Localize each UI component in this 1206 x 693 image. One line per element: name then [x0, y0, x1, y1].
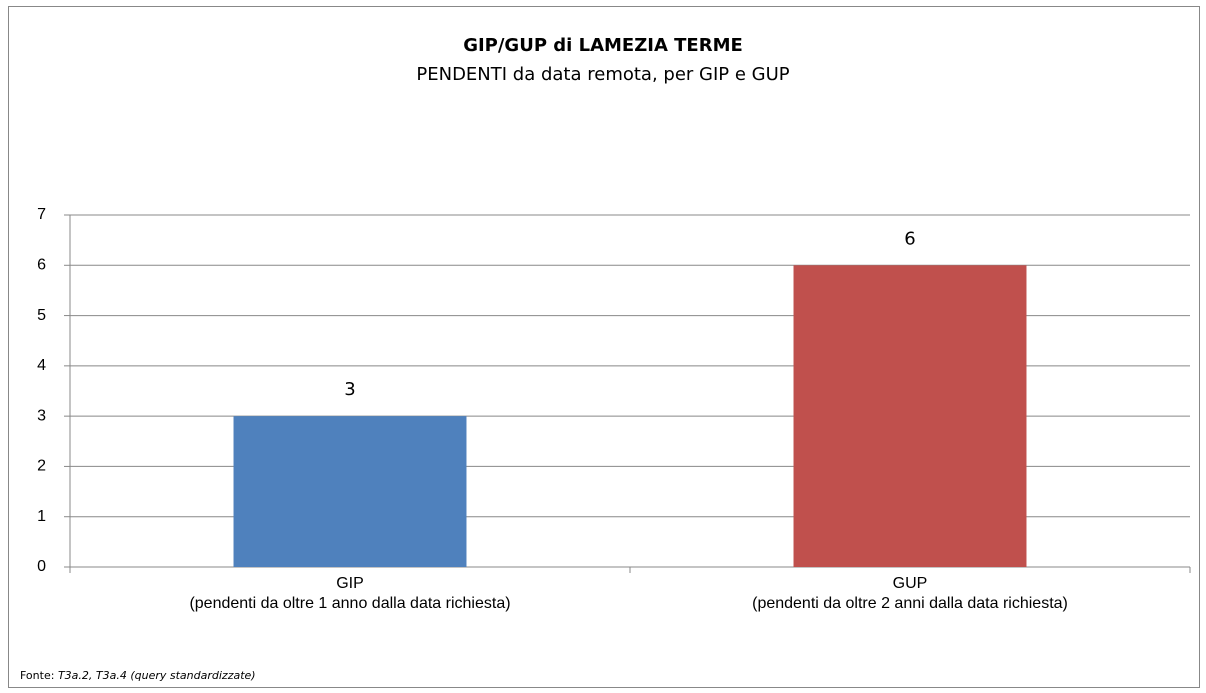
- source-text: T3a.2, T3a.4 (query standardizzate): [58, 669, 256, 682]
- x-tick-note: (pendenti da oltre 1 anno dalla data ric…: [189, 595, 510, 612]
- y-tick-label: 3: [37, 407, 46, 424]
- value-label: 6: [904, 228, 915, 249]
- x-tick-label: GUP: [893, 575, 928, 592]
- y-tick-label: 1: [37, 508, 46, 525]
- x-tick-note: (pendenti da oltre 2 anni dalla data ric…: [752, 595, 1068, 612]
- bar: [793, 265, 1027, 567]
- bar: [233, 416, 467, 567]
- source: Fonte: T3a.2, T3a.4 (query standardizzat…: [20, 669, 256, 682]
- value-label: 3: [344, 379, 355, 400]
- chart-title: GIP/GUP di LAMEZIA TERME: [463, 35, 743, 56]
- y-tick-label: 5: [37, 307, 46, 324]
- y-tick-label: 2: [37, 458, 46, 475]
- source-label: Fonte:: [20, 669, 54, 682]
- y-tick-label: 7: [37, 206, 46, 223]
- y-tick-label: 6: [37, 257, 46, 274]
- y-tick-label: 0: [37, 558, 46, 575]
- x-tick-label: GIP: [336, 575, 364, 592]
- y-tick-label: 4: [37, 357, 46, 374]
- chart-subtitle: PENDENTI da data remota, per GIP e GUP: [416, 64, 789, 85]
